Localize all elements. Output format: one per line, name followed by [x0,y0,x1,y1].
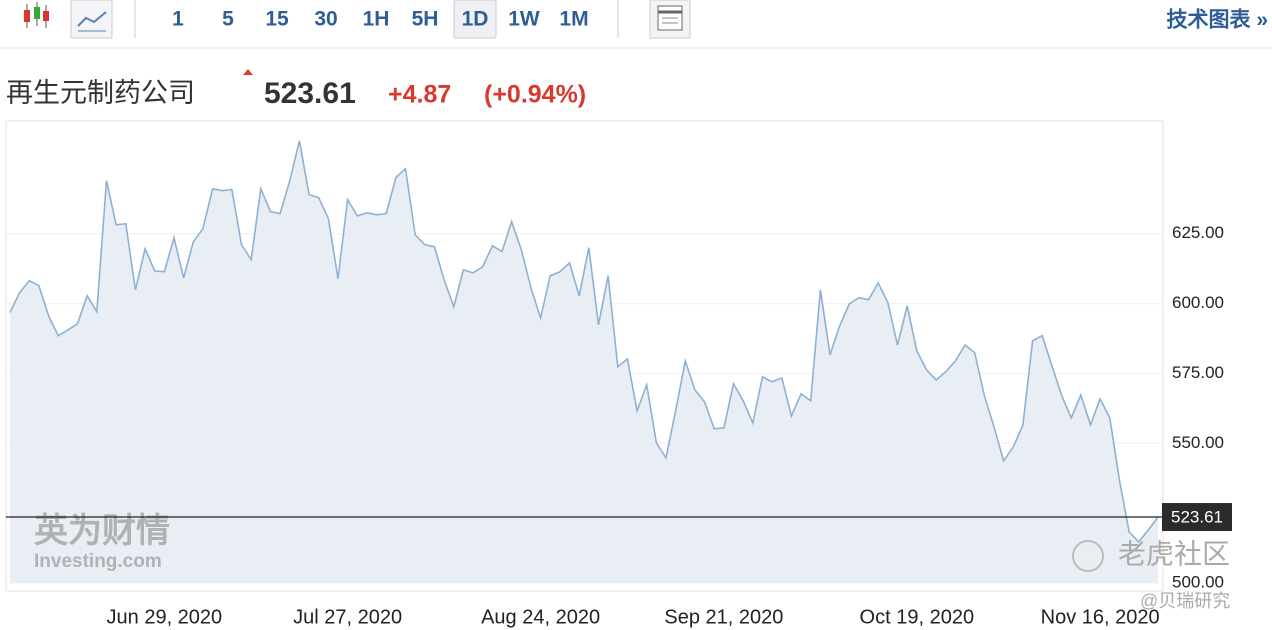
watermark-logo [1072,540,1104,572]
y-tick-label: 625.00 [1172,223,1224,242]
plot [6,140,1162,584]
x-tick-label: Jun 29, 2020 [107,606,223,628]
change: +4.87 [388,81,451,109]
x-tick-label: Sep 21, 2020 [664,606,783,628]
change-percent: (+0.94%) [484,81,586,109]
up-arrow [243,69,253,75]
watermark: Investing.com [34,551,162,572]
technical-chart-link[interactable]: 技术图表 » [1166,9,1268,32]
active-interval-bg [453,0,497,39]
watermark: 老虎社区 [1118,538,1230,569]
x-tick-label: Oct 19, 2020 [860,606,975,628]
line-icon[interactable] [70,0,113,39]
interval-button[interactable]: 1 [172,8,184,31]
price: 523.61 [264,77,356,110]
y-tick-label: 575.00 [1172,363,1224,382]
interval-button[interactable]: 30 [314,8,337,31]
interval-button[interactable]: 1W [508,8,540,31]
interval-button[interactable]: 5 [222,8,234,31]
x-tick-label: Jul 27, 2020 [293,606,402,628]
interval-button[interactable]: 15 [265,8,289,31]
watermark: @贝瑞研究 [1140,591,1230,611]
y-tick-label: 550.00 [1172,433,1224,452]
interval-button[interactable]: 1H [363,8,390,31]
candle-icon[interactable] [24,2,49,28]
y-tick-label: 600.00 [1172,293,1224,312]
x-tick-label: Nov 16, 2020 [1041,606,1160,628]
interval-button[interactable]: 1D [462,8,489,31]
area-fill [10,140,1158,583]
interval-button[interactable]: 1M [559,8,588,31]
x-tick-label: Aug 24, 2020 [481,606,600,628]
last-price-label: 523.61 [1171,508,1223,527]
interval-button[interactable]: 5H [412,8,439,31]
price-line [9,140,1159,544]
y-tick-label: 500.00 [1172,572,1224,591]
table-icon[interactable] [649,0,691,39]
stock-name: 再生元制药公司 [6,78,195,108]
toolbar: 技术图表 » [24,0,1268,39]
last-price-box [1162,503,1232,532]
watermark: 英为财情 [34,512,170,550]
